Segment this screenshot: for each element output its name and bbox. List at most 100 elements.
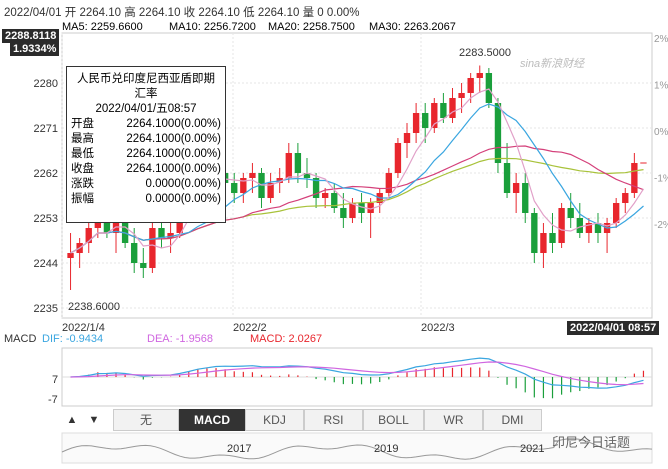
- candle-body: [85, 228, 92, 243]
- dif-label: DIF: -0.9434: [42, 333, 104, 345]
- candle-body: [394, 143, 402, 173]
- tooltip-row: 最高 2264.1000(0.00%): [67, 132, 225, 147]
- tooltip-title-1: 人民币兑印度尼西亚盾即期: [77, 73, 215, 85]
- candle-body: [567, 208, 574, 218]
- sina-watermark: sina新浪财经: [520, 58, 585, 70]
- candle-body: [594, 223, 602, 233]
- candle-body: [403, 133, 411, 143]
- candle-body: [140, 263, 147, 268]
- candle-body: [412, 113, 420, 133]
- dea-line: [70, 361, 644, 386]
- y-tick-label: 2271: [34, 123, 58, 135]
- macd-value-label: MACD: 2.0267: [250, 333, 323, 345]
- candle-body: [321, 193, 329, 198]
- y-tick-label: 2280: [34, 78, 58, 90]
- tooltip-key: 收盘: [71, 163, 94, 175]
- nav-year-2017: 2017: [227, 443, 252, 455]
- candle-body: [167, 233, 174, 238]
- price-box-pct: 1.9334%: [10, 42, 60, 56]
- ohlc-header: 2022/04/01 开 2264.10 高 2264.10 收 2264.10…: [4, 7, 360, 19]
- candle-body: [112, 223, 120, 233]
- right-tick-label: 0%: [654, 127, 668, 138]
- candle-body: [267, 183, 274, 198]
- candle-body: [67, 253, 74, 258]
- candle-body: [285, 153, 292, 178]
- tooltip-key: 最低: [71, 148, 94, 160]
- ma5-line: [70, 88, 645, 254]
- candle-body: [458, 93, 465, 98]
- tab-kdj[interactable]: KDJ: [245, 409, 304, 431]
- candle-body: [585, 223, 593, 233]
- x-tick-label: 2022/3: [421, 322, 455, 334]
- y-tick-label: 2244: [34, 258, 58, 270]
- tooltip-value: 2264.1000(0.00%): [126, 133, 221, 145]
- x-tick-label: 2022/1/4: [62, 322, 105, 334]
- tab-dmi[interactable]: DMI: [483, 409, 542, 431]
- tooltip-title-2: 汇率: [134, 88, 158, 100]
- tooltip-row: 开盘 2264.1000(0.00%): [67, 117, 225, 132]
- tooltip-value: 2264.1000(0.00%): [126, 148, 221, 160]
- ohlc-tooltip: 人民币兑印度尼西亚盾即期 汇率 2022/04/01/五08:57 开盘 2264…: [66, 66, 226, 223]
- tab-wr[interactable]: WR: [424, 409, 483, 431]
- candle-body: [367, 203, 374, 213]
- tab-none[interactable]: 无: [113, 409, 179, 431]
- dif-line: [70, 357, 644, 389]
- tooltip-key: 最高: [71, 133, 94, 145]
- ma5-label: MA5: 2259.6600: [62, 21, 143, 33]
- candle-body: [558, 208, 565, 243]
- candle-body: [158, 228, 165, 238]
- candle-body: [349, 203, 356, 218]
- macd-label: MACD: [4, 333, 37, 345]
- tooltip-key: 开盘: [71, 118, 94, 130]
- tooltip-row: 涨跌 0.0000(0.00%): [67, 177, 225, 192]
- candle-body: [385, 173, 393, 193]
- tooltip-value: 0.0000(0.00%): [145, 178, 221, 190]
- price-box-value: 2288.8118: [2, 29, 60, 43]
- candle-body: [522, 183, 529, 213]
- dea-label: DEA: -1.9568: [147, 333, 214, 345]
- right-tick-label: 1%: [654, 81, 668, 92]
- credit-watermark: 印尼今日话题: [552, 435, 631, 450]
- candle-body: [240, 178, 247, 193]
- right-tick-label: 2%: [654, 34, 668, 45]
- y-tick-label: 2262: [34, 168, 58, 180]
- candle-body: [485, 73, 493, 103]
- candle-body: [612, 203, 620, 223]
- high-annotation: 2283.5000: [459, 47, 511, 59]
- scroll-down-button[interactable]: ▼: [88, 414, 100, 426]
- ma10-line: [70, 103, 644, 254]
- candle-body: [576, 218, 583, 233]
- tooltip-value: 2264.1000(0.00%): [126, 118, 221, 130]
- tab-rsi[interactable]: RSI: [304, 409, 363, 431]
- tooltip-value: 2264.1000(0.00%): [126, 163, 221, 175]
- tab-boll[interactable]: BOLL: [363, 409, 424, 431]
- candle-body: [503, 163, 511, 193]
- nav-year-2021: 2021: [520, 443, 545, 455]
- candle-body: [549, 233, 556, 243]
- candle-body: [431, 103, 438, 128]
- tooltip-row: 振幅 0.0000(0.00%): [67, 192, 225, 207]
- ma30-label: MA30: 2263.2067: [369, 21, 456, 33]
- candle-body: [631, 163, 638, 193]
- tooltip-date: 2022/04/01/五08:57: [95, 103, 197, 115]
- y-tick-label: 2253: [34, 213, 58, 225]
- candle-body: [312, 178, 320, 198]
- candle-body: [303, 173, 311, 178]
- right-tick-label: -1%: [654, 174, 668, 185]
- scroll-up-button[interactable]: ▲: [66, 414, 78, 426]
- candle-body: [512, 183, 520, 193]
- tooltip-key: 涨跌: [71, 178, 94, 190]
- ma20-line: [70, 145, 644, 254]
- tooltip-value: 0.0000(0.00%): [145, 193, 221, 205]
- x-tick-label: 2022/2: [233, 322, 267, 334]
- nav-year-2019: 2019: [374, 443, 399, 455]
- right-tick-label: -2%: [654, 220, 668, 231]
- candle-body: [440, 103, 447, 118]
- candle-body: [340, 208, 347, 218]
- candle-body: [249, 173, 256, 178]
- macd-ytick-bottom: -7: [48, 394, 58, 406]
- candle-body: [622, 193, 629, 203]
- tab-macd[interactable]: MACD: [179, 409, 245, 431]
